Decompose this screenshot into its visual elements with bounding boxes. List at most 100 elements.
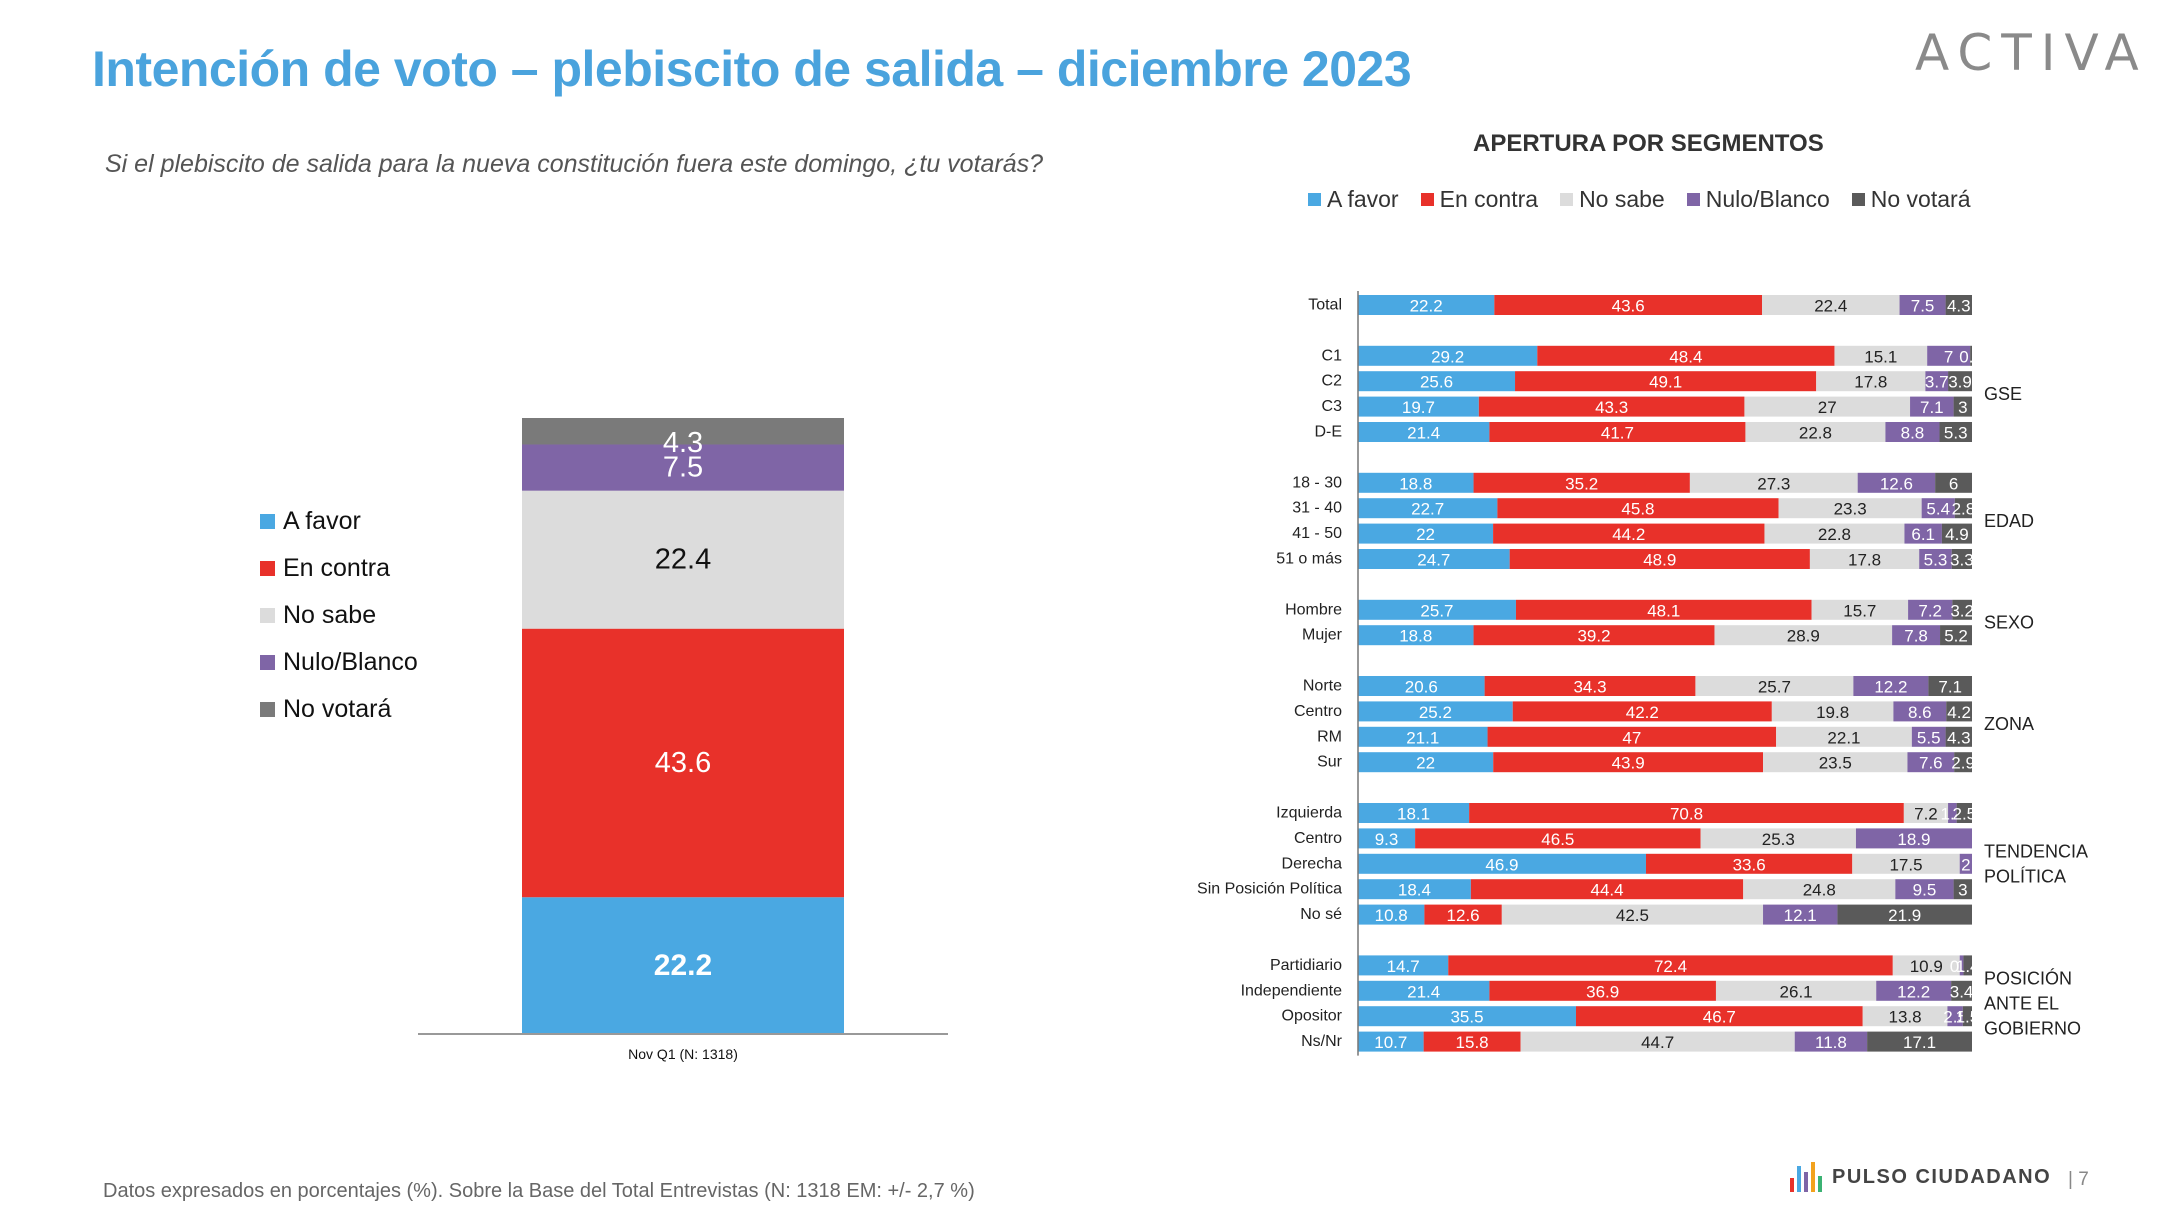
- segment-bar-label: 13.8: [1889, 1008, 1922, 1027]
- legend-item-no-sabe: No sabe: [1560, 186, 1665, 213]
- segment-group-label: TENDENCIA: [1984, 841, 2088, 861]
- legend-label: A favor: [1327, 186, 1399, 212]
- segment-bar-label: 15.7: [1843, 601, 1876, 620]
- segment-bar-label: 46.9: [1485, 855, 1518, 874]
- segment-bar-no-votar-: [1963, 955, 1972, 976]
- main-bar-no-votar-: [522, 418, 844, 445]
- segment-bar-label: 7.2: [1914, 805, 1938, 824]
- segment-bar-no-sabe: [1834, 345, 1928, 366]
- segment-bar-label: 8.8: [1901, 424, 1925, 443]
- segment-bar-label: 10.7: [1374, 1033, 1407, 1052]
- segment-bar-a-favor: [1358, 726, 1488, 747]
- segment-bar-label: 22.8: [1818, 525, 1851, 544]
- legend-swatch: [260, 655, 275, 670]
- segment-bar-en-contra: [1470, 879, 1744, 900]
- segment-bar-no-sabe: [1852, 853, 1960, 874]
- segment-bar-label: 1.4: [1956, 957, 1980, 976]
- segment-bar-label: 20.6: [1405, 678, 1438, 697]
- segment-bar-no-votar-: [1954, 498, 1972, 519]
- segment-bar-en-contra: [1473, 625, 1715, 646]
- legend-item-a-favor: A favor: [1308, 186, 1399, 213]
- segment-bar-label: 48.1: [1647, 601, 1680, 620]
- segment-bar-a-favor: [1358, 396, 1479, 417]
- segment-bar-a-favor: [1358, 701, 1513, 722]
- pulso-brand-text: PULSO CIUDADANO: [1832, 1165, 2052, 1188]
- segment-bar-label: 21.4: [1407, 982, 1440, 1001]
- segment-bar-label: 23.5: [1819, 754, 1852, 773]
- segment-row-label: C2: [1322, 373, 1343, 390]
- segment-row-label: 18 - 30: [1292, 474, 1342, 491]
- footnote: Datos expresados en porcentajes (%). Sob…: [103, 1180, 975, 1202]
- segment-bar-no-votar-: [1941, 523, 1972, 544]
- segment-bar-label: 22.7: [1411, 500, 1444, 519]
- segment-bar-a-favor: [1358, 904, 1425, 925]
- segment-row-label: RM: [1317, 728, 1342, 745]
- segment-bar-label: 0.3: [1959, 347, 1983, 366]
- segment-bar-no-votar-: [1940, 625, 1972, 646]
- segment-bar-label: 3: [1958, 398, 1967, 417]
- segment-bar-a-favor: [1358, 599, 1516, 620]
- segment-bar-label: 12.6: [1880, 474, 1913, 493]
- segment-bar-label: 12.1: [1784, 906, 1817, 925]
- segment-group-label: ZONA: [1984, 714, 2034, 734]
- segment-bar-a-favor: [1358, 1031, 1424, 1052]
- segment-bar-label: 18.4: [1398, 881, 1431, 900]
- segment-bar-label: 6.1: [1911, 525, 1935, 544]
- segment-bar-label: 9.5: [1913, 881, 1937, 900]
- page-title: Intención de voto – plebiscito de salida…: [92, 41, 1412, 97]
- segment-bar-label: 39.2: [1577, 627, 1610, 646]
- segment-bar-no-sabe: [1743, 879, 1896, 900]
- segment-bar-label: 48.4: [1669, 347, 1702, 366]
- segment-bar-label: 43.6: [1612, 297, 1645, 316]
- legend-item-en-contra: En contra: [1420, 186, 1539, 213]
- segment-bar-nulo-blanco: [1921, 498, 1955, 519]
- segment-bar-en-contra: [1424, 904, 1502, 925]
- segment-bar-label: 22: [1416, 754, 1435, 773]
- segment-row-label: Izquierda: [1276, 805, 1342, 822]
- segment-bar-no-votar-: [1956, 803, 1972, 823]
- segment-bar-a-favor: [1358, 371, 1516, 392]
- segment-bar-no-votar-: [1867, 1031, 1972, 1052]
- segments-legend: A favor En contra No sabe Nulo/Blanco No…: [1308, 186, 1970, 213]
- legend-swatch: [1686, 193, 1700, 206]
- segment-bar-nulo-blanco: [1885, 422, 1940, 442]
- segment-bar-nulo-blanco: [1927, 345, 1971, 366]
- legend-label: En contra: [1439, 186, 1539, 212]
- segment-bar-no-sabe: [1778, 498, 1922, 519]
- segment-bar-label: 7.8: [1904, 627, 1928, 646]
- legend-item-no-votara: No votará: [260, 686, 418, 733]
- segment-bar-no-votar-: [1952, 599, 1972, 620]
- segment-bar-no-votar-: [1953, 396, 1972, 417]
- segment-bar-label: 42.2: [1626, 703, 1659, 722]
- segment-bar-no-sabe: [1700, 828, 1856, 849]
- segment-bar-no-votar-: [1970, 345, 1972, 366]
- segment-bar-en-contra: [1489, 422, 1746, 442]
- segment-bar-label: 4.3: [1947, 728, 1971, 747]
- segment-bar-label: 12.2: [1874, 678, 1907, 697]
- segment-bar-label: 44.2: [1612, 525, 1645, 544]
- segment-row-label: No sé: [1300, 906, 1342, 923]
- segment-bar-a-favor: [1358, 472, 1474, 493]
- segment-bar-label: 25.6: [1420, 373, 1453, 392]
- segment-bar-no-sabe: [1903, 803, 1949, 823]
- segment-bar-label: 27.3: [1757, 474, 1790, 493]
- segment-bar-label: 21.9: [1888, 906, 1921, 925]
- segment-bar-label: 45.8: [1621, 500, 1654, 519]
- segment-bar-label: 2: [1961, 855, 1970, 874]
- segment-bar-no-votar-: [1953, 879, 1972, 900]
- segment-bar-label: 3.9: [1948, 373, 1972, 392]
- segment-bar-label: 3.2: [1950, 601, 1974, 620]
- segment-row-label: Opositor: [1282, 1008, 1343, 1025]
- segment-bar-a-favor: [1358, 549, 1510, 569]
- segment-bar-label: 25.2: [1419, 703, 1452, 722]
- segment-bar-a-favor: [1358, 523, 1494, 544]
- main-bar-label: 4.3: [663, 427, 703, 459]
- segment-bar-label: 5.3: [1944, 424, 1968, 443]
- segment-bar-label: 17.8: [1848, 551, 1881, 570]
- segment-bar-label: 72.4: [1654, 957, 1687, 976]
- segment-bar-label: 36.9: [1586, 982, 1619, 1001]
- main-bar-en-contra: [522, 628, 844, 898]
- legend-label: En contra: [283, 554, 391, 582]
- segment-bar-en-contra: [1537, 345, 1835, 366]
